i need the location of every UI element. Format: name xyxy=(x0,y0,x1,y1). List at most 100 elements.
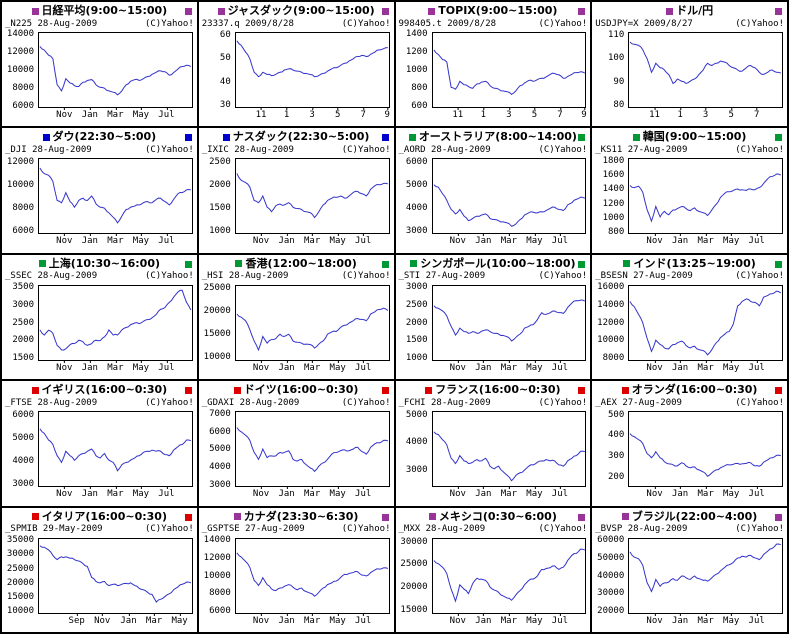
x-tick-label: Mar xyxy=(303,612,321,626)
x-tick-label: Jan xyxy=(278,612,295,626)
market-marker-icon xyxy=(410,260,418,268)
price-line-chart xyxy=(39,159,192,233)
chart-title: イタリア(16:00~0:30) xyxy=(41,509,167,523)
copyright-label: (C)Yahoo! xyxy=(538,524,588,535)
chart-area: 30000 25000 20000 15000 Nov Jan Mar May Jul xyxy=(396,537,591,631)
price-line-chart xyxy=(236,159,389,233)
y-tick-label: 800 xyxy=(411,82,428,93)
x-axis: 11 1 3 5 7 9 xyxy=(235,107,390,122)
x-tick-label: Jan xyxy=(278,486,295,500)
market-marker-icon xyxy=(578,513,586,521)
x-axis: Nov Jan Mar May Jul xyxy=(432,233,587,248)
y-tick-label: 10000 xyxy=(203,352,231,363)
chart-cell-australia: オーストラリア(8:00~14:00) _AORD 28-Aug-2009 (C)Y… xyxy=(395,128,593,255)
y-axis: 2500 2000 1500 1000 xyxy=(199,157,234,236)
chart-cell-hongkong: 香港(12:00~18:00) _HSI 28-Aug-2009 (C)Yahoo!… xyxy=(198,254,396,382)
chart-info-row: _FTSE 28-Aug-2009 (C)Yahoo! xyxy=(2,397,197,409)
y-tick-label: 60 xyxy=(219,30,231,41)
y-axis: 6000 5000 4000 3000 xyxy=(396,157,431,235)
x-tick-label: Jul xyxy=(158,233,175,247)
x-tick-label: Mar xyxy=(697,612,714,626)
price-chart-germany[interactable] xyxy=(234,411,390,488)
price-chart-france[interactable] xyxy=(431,411,587,488)
price-line-chart xyxy=(433,159,586,233)
y-tick-label: 8000 xyxy=(602,353,625,364)
y-axis: 500 400 300 200 xyxy=(592,410,627,487)
chart-info-row: USDJPY=X 2009/8/27 (C)Yahoo! xyxy=(592,18,787,30)
price-line-chart xyxy=(39,539,192,613)
price-chart-uk[interactable] xyxy=(38,411,193,488)
market-marker-icon xyxy=(31,7,39,15)
price-line-chart xyxy=(629,539,782,613)
chart-info-row: 23337.q 2009/8/28 (C)Yahoo! xyxy=(199,18,394,30)
x-tick-label: Jul xyxy=(355,233,372,247)
chart-title: イギリス(16:00~0:30) xyxy=(41,383,168,397)
y-tick-label: 12000 xyxy=(6,47,34,58)
x-tick-label: Jan xyxy=(81,107,98,120)
price-chart-netherlands[interactable] xyxy=(628,411,783,488)
x-tick-label: Jul xyxy=(748,359,765,373)
price-chart-nikkei[interactable] xyxy=(38,32,193,108)
y-tick-label: 2500 xyxy=(12,317,34,328)
market-marker-icon xyxy=(184,387,192,395)
x-axis: 11 1 3 5 7 9 xyxy=(432,107,587,122)
y-tick-label: 1500 xyxy=(12,353,34,364)
price-chart-australia[interactable] xyxy=(431,158,587,235)
y-tick-label: 12000 xyxy=(597,317,625,328)
y-tick-label: 600 xyxy=(411,100,428,111)
x-tick-label: May xyxy=(526,612,543,626)
price-chart-canada[interactable] xyxy=(234,537,390,614)
price-line-chart xyxy=(236,412,389,486)
price-line-chart xyxy=(433,412,586,486)
y-tick-label: 2000 xyxy=(209,179,231,190)
ticker-date-label: _AEX 27-Aug-2009 xyxy=(595,397,682,408)
x-tick-label: Nov xyxy=(252,359,270,373)
chart-title-row: インド(13:25~19:00) xyxy=(592,255,787,271)
x-axis: Nov Jan Mar May Jul xyxy=(628,359,783,375)
ticker-date-label: _FCHI 28-Aug-2009 xyxy=(398,397,491,408)
price-chart-hongkong[interactable] xyxy=(234,284,390,361)
y-axis: 14000 12000 10000 8000 6000 xyxy=(2,30,37,111)
price-chart-brazil[interactable] xyxy=(628,537,783,614)
price-line-chart xyxy=(39,33,192,107)
chart-title: オランダ(16:00~0:30) xyxy=(631,383,758,397)
market-marker-icon xyxy=(408,133,416,141)
x-tick-label: Jul xyxy=(355,486,372,500)
price-chart-mexico[interactable] xyxy=(431,537,587,614)
y-tick-label: 1600 xyxy=(602,169,625,180)
market-marker-icon xyxy=(233,386,241,394)
chart-area: 3500 3000 2500 2000 1500 Nov Jan Mar May Jul xyxy=(2,283,197,378)
x-tick-label: Mar xyxy=(145,612,163,626)
y-tick-label: 3000 xyxy=(405,282,428,293)
price-chart-dow[interactable] xyxy=(38,158,193,235)
y-axis: 60000 50000 40000 30000 20000 xyxy=(592,536,627,616)
copyright-label: (C)Yahoo! xyxy=(341,271,391,282)
chart-info-row: _KS11 27-Aug-2009 (C)Yahoo! xyxy=(592,144,787,156)
price-chart-topix[interactable] xyxy=(431,32,587,108)
price-chart-shanghai[interactable] xyxy=(38,284,193,361)
price-chart-jasdaq[interactable] xyxy=(234,32,390,108)
market-marker-icon xyxy=(31,513,39,521)
market-marker-icon xyxy=(428,513,436,521)
chart-cell-netherlands: オランダ(16:00~0:30) _AEX 27-Aug-2009 (C)Yahoo… xyxy=(592,381,789,508)
price-chart-india[interactable] xyxy=(628,284,783,361)
y-tick-label: 1000 xyxy=(209,225,231,236)
ticker-date-label: _HSI 28-Aug-2009 xyxy=(201,271,289,282)
price-chart-usdjpy[interactable] xyxy=(628,32,783,108)
x-tick-label: May xyxy=(132,233,150,247)
chart-title: TOPIX(9:00~15:00) xyxy=(438,4,558,17)
x-tick-label: 11 xyxy=(649,107,660,120)
price-chart-italy[interactable] xyxy=(38,537,193,614)
chart-title: ジャスダック(9:00~15:00) xyxy=(227,4,375,17)
chart-title: ドイツ(16:00~0:30) xyxy=(243,383,359,397)
price-line-chart xyxy=(433,33,586,107)
chart-title-row: ダウ(22:30~5:00) xyxy=(2,128,197,144)
x-tick-label: Nov xyxy=(56,486,73,500)
y-tick-label: 400 xyxy=(607,430,625,441)
price-chart-singapore[interactable] xyxy=(431,284,587,361)
price-chart-nasdaq[interactable] xyxy=(234,158,390,235)
price-line xyxy=(433,432,584,481)
market-marker-icon xyxy=(381,134,389,142)
price-chart-korea[interactable] xyxy=(628,158,783,235)
